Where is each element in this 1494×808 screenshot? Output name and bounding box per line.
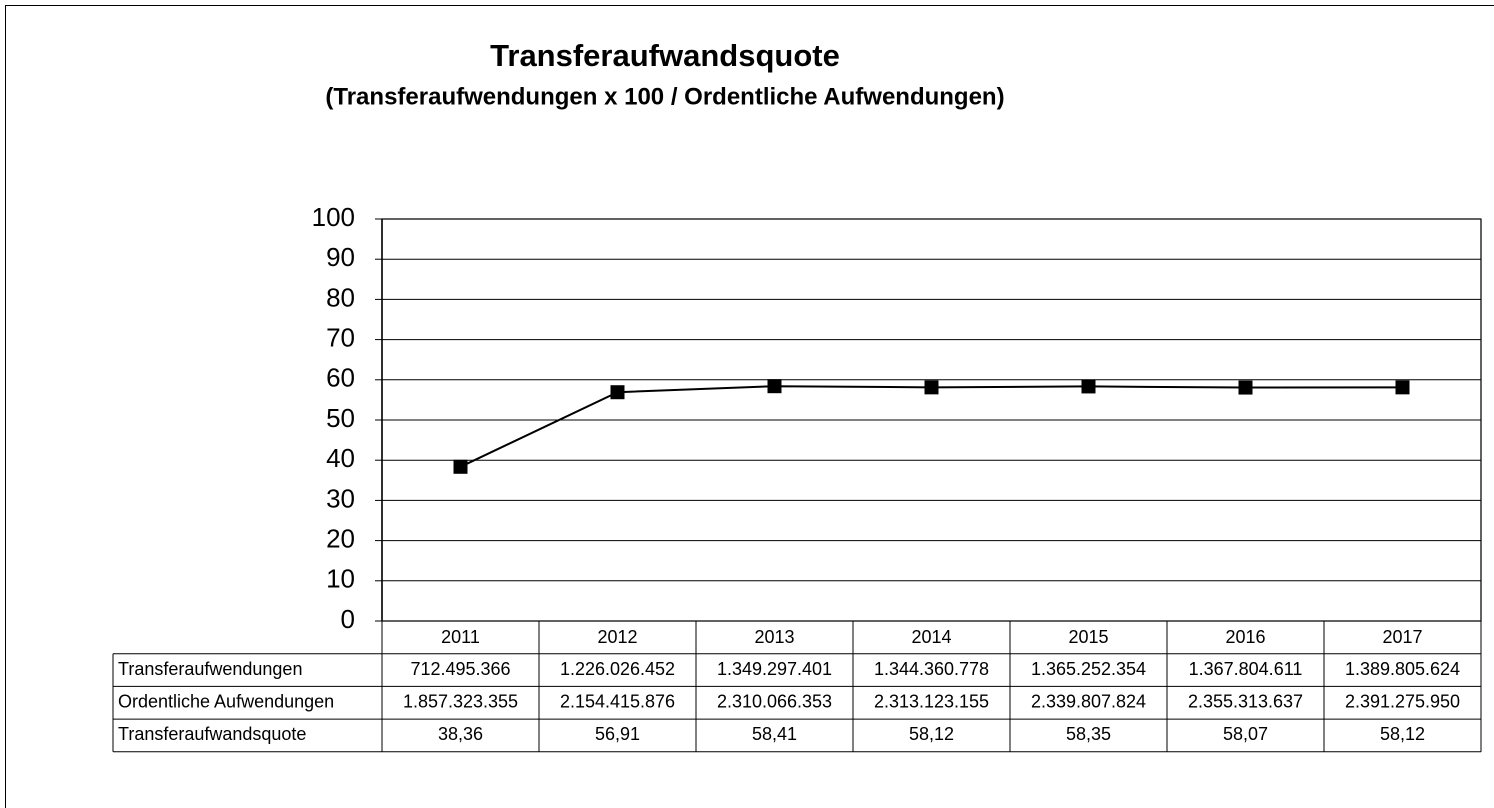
y-tick-label: 0 bbox=[341, 604, 355, 634]
chart-subtitle: (Transferaufwendungen x 100 / Ordentlich… bbox=[325, 83, 1004, 110]
table-cell: 2.391.275.950 bbox=[1345, 692, 1460, 712]
table-row-label: Ordentliche Aufwendungen bbox=[118, 692, 334, 712]
marker bbox=[453, 459, 468, 474]
data-label: 56,91 bbox=[595, 724, 640, 744]
data-label: 58,12 bbox=[909, 724, 954, 744]
x-tick-label: 2013 bbox=[754, 627, 794, 647]
marker bbox=[1395, 380, 1410, 395]
table-cell: 1.226.026.452 bbox=[560, 659, 675, 679]
marker bbox=[1081, 379, 1096, 394]
x-tick-label: 2012 bbox=[597, 627, 637, 647]
data-label: 58,12 bbox=[1380, 724, 1425, 744]
x-tick-label: 2011 bbox=[441, 627, 480, 647]
y-tick-label: 100 bbox=[312, 202, 355, 232]
table-cell: 2.310.066.353 bbox=[717, 692, 832, 712]
table-cell: 1.389.805.624 bbox=[1345, 659, 1460, 679]
x-tick-label: 2014 bbox=[911, 627, 951, 647]
table-cell: 2.339.807.824 bbox=[1031, 692, 1146, 712]
chart-title: Transferaufwandsquote bbox=[490, 38, 840, 73]
data-label: 38,36 bbox=[438, 724, 483, 744]
table-cell: 2.154.415.876 bbox=[560, 692, 675, 712]
y-tick-label: 80 bbox=[326, 282, 355, 312]
y-tick-label: 60 bbox=[326, 363, 355, 393]
table-cell: 1.857.323.355 bbox=[403, 692, 518, 712]
table-cell: 1.349.297.401 bbox=[717, 659, 832, 679]
table-row-label: Transferaufwendungen bbox=[118, 659, 302, 679]
data-label: 58,07 bbox=[1223, 724, 1268, 744]
y-tick-label: 10 bbox=[326, 564, 355, 594]
frame bbox=[5, 5, 1494, 808]
data-label: 58,41 bbox=[752, 724, 797, 744]
data-label: 58,35 bbox=[1066, 724, 1111, 744]
y-tick-label: 30 bbox=[326, 483, 355, 513]
marker bbox=[1238, 380, 1253, 395]
marker bbox=[767, 379, 782, 394]
x-tick-label: 2015 bbox=[1068, 627, 1108, 647]
table-cell: 1.344.360.778 bbox=[874, 659, 989, 679]
marker bbox=[610, 385, 625, 400]
y-tick-label: 40 bbox=[326, 443, 355, 473]
marker bbox=[924, 380, 939, 395]
table-cell: 712.495.366 bbox=[410, 659, 510, 679]
y-tick-label: 20 bbox=[326, 523, 355, 553]
legend-label: Transferaufwandsquote bbox=[118, 724, 306, 744]
y-tick-label: 70 bbox=[326, 322, 355, 352]
x-tick-label: 2016 bbox=[1225, 627, 1265, 647]
y-tick-label: 90 bbox=[326, 242, 355, 272]
table-cell: 1.367.804.611 bbox=[1189, 659, 1303, 679]
x-tick-label: 2017 bbox=[1382, 627, 1422, 647]
y-tick-label: 50 bbox=[326, 403, 355, 433]
table-cell: 2.313.123.155 bbox=[874, 692, 989, 712]
table-cell: 1.365.252.354 bbox=[1031, 659, 1146, 679]
table-cell: 2.355.313.637 bbox=[1188, 692, 1303, 712]
